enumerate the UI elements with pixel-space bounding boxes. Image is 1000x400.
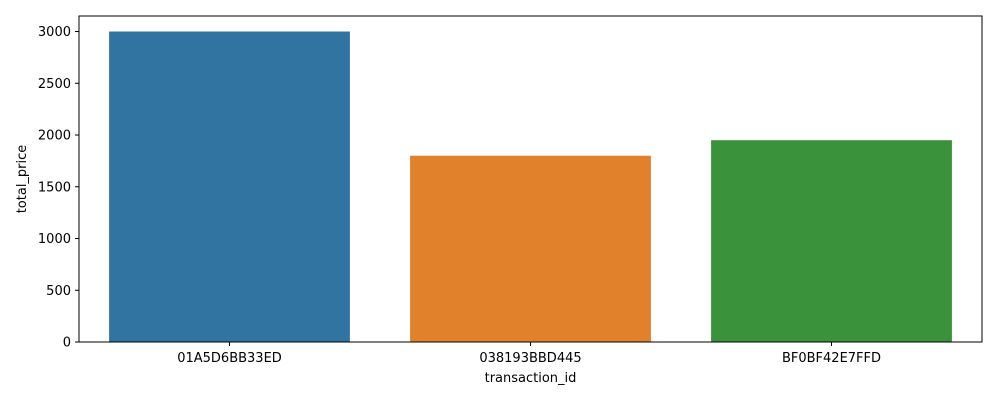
x-tick-label: 01A5D6BB33ED: [177, 351, 282, 366]
y-axis-ticks: 0 500 1000 1500 2000 2500 3000: [38, 25, 79, 351]
x-tick-label: BF0BF42E7FFD: [782, 351, 881, 366]
plot-frame: [78, 15, 983, 343]
x-tick-label: 038193BBD445: [479, 351, 581, 366]
y-axis-label: total_price: [15, 145, 30, 214]
y-tick-label: 1000: [38, 232, 71, 247]
bar-038193BBD445: [410, 155, 651, 342]
y-tick-label: 1500: [38, 180, 71, 195]
bar-BF0BF42E7FFD: [711, 140, 952, 342]
x-axis-ticks: 01A5D6BB33ED 038193BBD445 BF0BF42E7FFD: [177, 342, 881, 366]
y-tick-label: 2500: [38, 77, 71, 92]
bar-01A5D6BB33ED: [109, 31, 350, 343]
y-tick-label: 3000: [38, 25, 71, 40]
bars-group: [109, 31, 952, 343]
y-tick-label: 2000: [38, 129, 71, 144]
y-tick-label: 500: [46, 284, 71, 299]
y-tick-label: 0: [63, 336, 71, 351]
x-axis-label: transaction_id: [485, 371, 577, 386]
